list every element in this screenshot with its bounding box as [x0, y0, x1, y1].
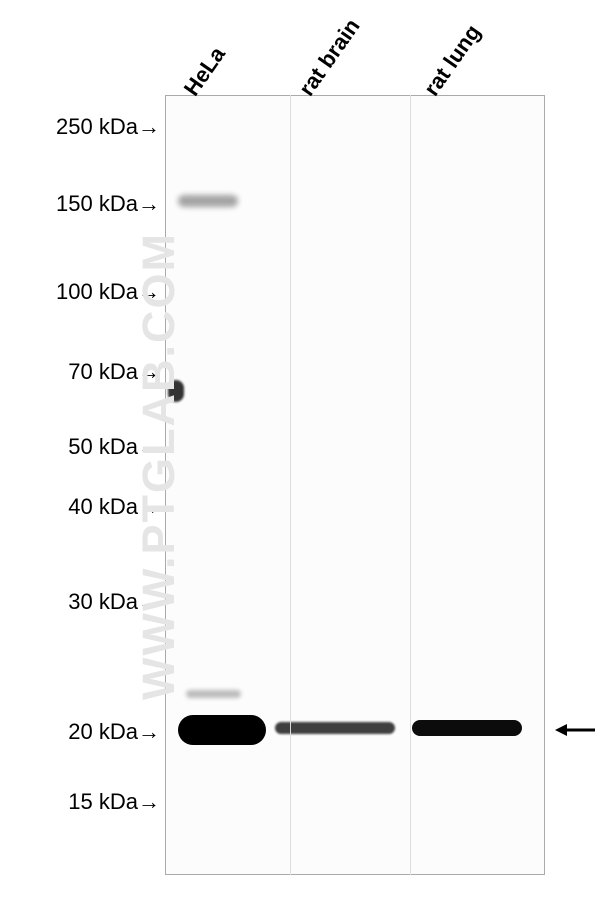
blot-figure: WWW.PTGLAB.COM HeLa rat brain rat lung 2…: [0, 0, 600, 903]
mw-100: 100 kDa→: [56, 279, 160, 305]
lane-divider-2: [410, 95, 411, 875]
target-arrow-icon: [555, 718, 600, 742]
lane-label-1: HeLa: [179, 42, 231, 101]
band-0: [178, 195, 238, 207]
mw-250: 250 kDa→: [56, 114, 160, 140]
band-2: [186, 690, 241, 698]
mw-70: 70 kDa→: [68, 359, 160, 385]
mw-30: 30 kDa→: [68, 589, 160, 615]
band-1: [168, 380, 184, 402]
lane-divider-1: [290, 95, 291, 875]
mw-40: 40 kDa→: [68, 494, 160, 520]
band-4: [275, 722, 395, 734]
mw-15: 15 kDa→: [68, 789, 160, 815]
blot-membrane: [165, 95, 545, 875]
mw-150: 150 kDa→: [56, 191, 160, 217]
band-5: [412, 720, 522, 736]
mw-50: 50 kDa→: [68, 434, 160, 460]
lane-label-2: rat brain: [294, 14, 366, 101]
band-3: [178, 715, 266, 745]
mw-20: 20 kDa→: [68, 719, 160, 745]
lane-label-3: rat lung: [419, 20, 487, 101]
